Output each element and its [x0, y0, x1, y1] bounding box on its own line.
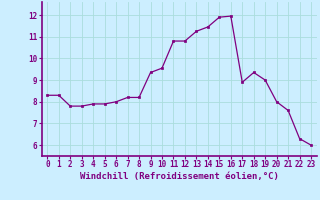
X-axis label: Windchill (Refroidissement éolien,°C): Windchill (Refroidissement éolien,°C) — [80, 172, 279, 181]
